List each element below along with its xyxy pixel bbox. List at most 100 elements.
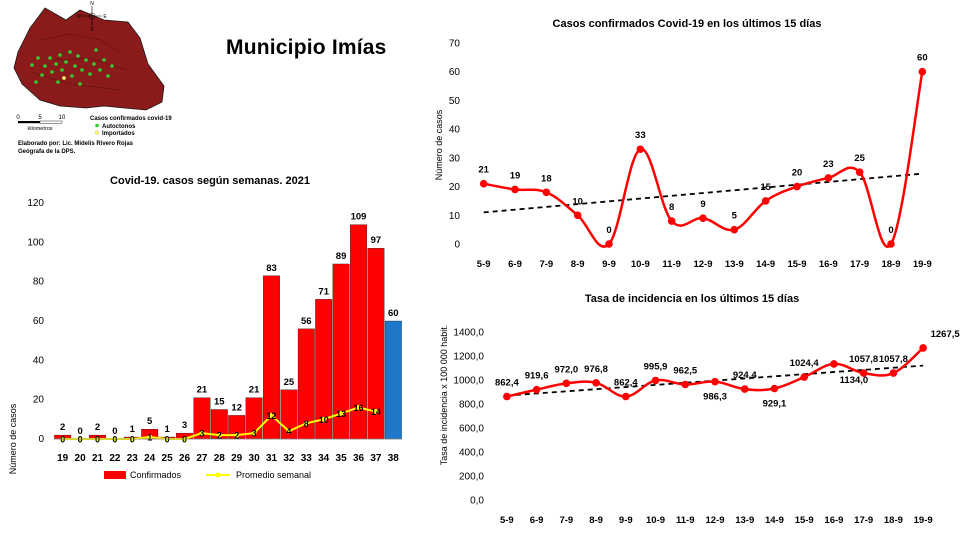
average-value-label: 8 — [304, 419, 309, 429]
case-dot — [88, 72, 92, 76]
y-tick-label: 60 — [33, 316, 45, 327]
average-value-label: 0 — [60, 435, 65, 445]
y-tick-label: 100 — [27, 237, 44, 248]
bar-value-label: 109 — [351, 212, 367, 223]
series-line — [503, 344, 927, 401]
x-tick-label: 12-9 — [705, 515, 724, 526]
average-value-label: 0 — [78, 435, 83, 445]
data-point — [919, 344, 927, 352]
x-tick-label: 22 — [109, 453, 121, 464]
average-point — [321, 416, 327, 422]
data-value-label: 972,0 — [554, 364, 578, 375]
y-tick-label: 10 — [449, 211, 461, 222]
y-tick-label: 80 — [33, 277, 45, 288]
map-region — [13, 7, 165, 111]
legend-label-confirmados: Confirmados — [130, 470, 182, 480]
y-tick-label: 0,0 — [470, 496, 484, 507]
data-value-label: 1134,0 — [840, 375, 869, 386]
data-value-label: 23 — [823, 159, 834, 170]
data-value-label: 1267,5 — [931, 329, 961, 340]
x-tick-label: 14-9 — [756, 259, 775, 270]
data-value-label: 60 — [917, 53, 928, 64]
compass-s: S — [90, 27, 94, 33]
x-tick-label: 33 — [301, 453, 313, 464]
compass-w: W — [77, 14, 82, 20]
bar-value-label: 12 — [231, 402, 242, 413]
average-point — [216, 432, 222, 438]
data-point — [918, 67, 927, 76]
case-dot — [94, 48, 98, 52]
x-tick-label: 7-9 — [539, 259, 553, 270]
data-value-label: 862,4 — [495, 378, 519, 389]
compass: N E S W — [77, 1, 108, 33]
average-value-label: 1 — [147, 433, 152, 443]
case-dot — [60, 68, 64, 72]
weekly-cases-chart: Covid-19. casos según semanas. 2021 Núme… — [8, 175, 402, 480]
x-tick-label: 17-9 — [854, 515, 873, 526]
case-dot — [106, 74, 110, 78]
compass-e: E — [103, 14, 107, 20]
data-point — [855, 168, 864, 177]
x-ticks: 19 20 21 22 23 24 25 26 27 28 29 30 31 32 33 34 35 36 37 38 — [57, 453, 399, 464]
x-tick-label: 30 — [249, 453, 261, 464]
data-point — [503, 392, 511, 401]
data-value-label: 25 — [854, 153, 865, 164]
y-tick-label: 200,0 — [459, 472, 484, 483]
data-value-label: 1057,8 — [849, 354, 878, 365]
x-tick-label: 35 — [336, 453, 348, 464]
bar-value-label: 1 — [164, 424, 170, 435]
map-case-dots — [30, 48, 114, 86]
average-value-label: 0 — [165, 435, 170, 445]
y-tick-label: 40 — [449, 125, 461, 136]
chart-title: Casos confirmados Covid-19 en los último… — [553, 18, 822, 30]
bar-value-label: 5 — [147, 416, 153, 427]
x-tick-label: 38 — [388, 453, 400, 464]
bar-value-label: 2 — [95, 422, 100, 433]
series-path — [483, 71, 924, 248]
confirmed-15-days-chart: Casos confirmados Covid-19 en los último… — [434, 18, 932, 270]
y-tick-label: 50 — [449, 96, 461, 107]
data-point — [573, 211, 582, 220]
data-value-label: 33 — [635, 130, 646, 141]
average-value-label: 0 — [130, 435, 135, 445]
x-tick-label: 10-9 — [646, 515, 665, 526]
data-value-label: 976,8 — [584, 364, 608, 375]
x-tick-label: 26 — [179, 453, 191, 464]
data-value-label: 15 — [760, 182, 771, 193]
x-tick-label: 24 — [144, 453, 156, 464]
data-value-label: 10 — [572, 196, 583, 207]
data-point — [532, 385, 541, 394]
data-point — [887, 240, 895, 248]
data-point — [889, 369, 898, 377]
y-tick-label: 20 — [33, 395, 45, 406]
y-ticks: 0 20 40 60 80 100 120 — [27, 198, 44, 445]
data-point — [542, 188, 551, 197]
trendline — [483, 172, 923, 214]
chart-title: Covid-19. casos según semanas. 2021 — [110, 175, 310, 187]
data-point — [740, 385, 749, 393]
map-credit-2: Geógrafa de la DPS. — [18, 149, 76, 155]
y-axis-label: Número de casos — [434, 109, 444, 180]
data-point — [711, 377, 719, 386]
y-tick-label: 600,0 — [459, 424, 484, 435]
average-point — [199, 430, 205, 436]
x-tick-label: 27 — [196, 453, 208, 464]
average-point — [356, 405, 361, 411]
y-tick-label: 40 — [33, 355, 45, 366]
legend-label-promedio: Promedio semanal — [236, 470, 311, 480]
y-tick-label: 0 — [454, 240, 460, 251]
average-value-label: 3 — [252, 429, 257, 439]
average-point — [147, 434, 153, 440]
x-tick-label: 28 — [214, 453, 226, 464]
y-axis-label: Número de casos — [8, 403, 18, 474]
x-tick-label: 18-9 — [884, 515, 903, 526]
scale-0: 0 — [16, 115, 20, 121]
data-point — [824, 174, 833, 182]
bar-value-label: 71 — [318, 286, 329, 297]
average-value-label: 4 — [286, 427, 291, 437]
x-tick-label: 8-9 — [589, 515, 603, 526]
case-dot — [56, 80, 60, 84]
x-tick-label: 9-9 — [602, 259, 616, 270]
bar-value-label: 3 — [182, 420, 187, 431]
data-value-label: 929,1 — [763, 399, 787, 410]
